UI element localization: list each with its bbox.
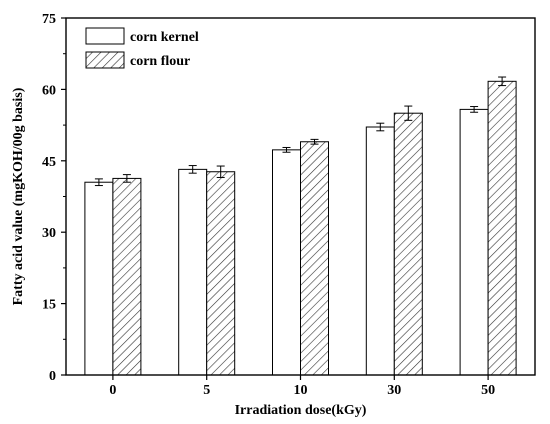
x-tick-label-50: 50 bbox=[481, 383, 495, 398]
error-bar-1-0 bbox=[122, 174, 131, 183]
y-tick-label-0: 0 bbox=[49, 369, 56, 384]
error-bar-0-50 bbox=[470, 106, 479, 113]
y-tick-label-30: 30 bbox=[42, 226, 56, 241]
x-tick-label-10: 10 bbox=[294, 383, 308, 398]
bar-corn-flour-30 bbox=[393, 112, 423, 376]
error-bar-0-0 bbox=[94, 178, 103, 187]
bar-corn-kernel-5 bbox=[178, 168, 208, 376]
error-bar-1-5 bbox=[216, 165, 225, 178]
legend-entry-corn-flour: corn flour bbox=[85, 51, 190, 69]
legend-swatch bbox=[85, 51, 125, 69]
y-axis-title: Fatty acid value (mgKOH/00g basis) bbox=[11, 87, 26, 305]
y-tick-label-60: 60 bbox=[42, 83, 56, 98]
bar-corn-flour-5 bbox=[206, 171, 236, 376]
y-tick-label-15: 15 bbox=[42, 298, 56, 313]
error-bar-1-30 bbox=[404, 105, 413, 121]
error-bar-1-10 bbox=[310, 138, 319, 145]
bar-corn-flour-50 bbox=[487, 80, 517, 376]
error-bar-0-5 bbox=[188, 165, 197, 174]
legend-swatch bbox=[85, 27, 125, 45]
bar-corn-kernel-10 bbox=[272, 149, 301, 376]
x-tick-label-30: 30 bbox=[387, 383, 401, 398]
legend: corn kernel corn flour bbox=[85, 27, 199, 69]
bar-corn-kernel-50 bbox=[459, 108, 489, 376]
x-axis-title: Irradiation dose(kGy) bbox=[235, 403, 367, 418]
y-tick-label-75: 75 bbox=[42, 12, 56, 27]
legend-entry-corn-kernel: corn kernel bbox=[85, 27, 199, 45]
error-bar-0-30 bbox=[376, 122, 385, 132]
bar-corn-kernel-30 bbox=[365, 126, 395, 376]
error-bar-0-10 bbox=[282, 146, 291, 153]
plot-area bbox=[84, 76, 517, 376]
bar-corn-kernel-0 bbox=[84, 181, 114, 376]
bar-corn-flour-10 bbox=[300, 141, 329, 376]
x-tick-label-0: 0 bbox=[109, 383, 116, 398]
y-tick-label-45: 45 bbox=[42, 155, 56, 170]
legend-label: corn kernel bbox=[130, 30, 199, 45]
axes: 0 5 10 30 50 0 15 30 45 60 75 bbox=[42, 12, 536, 398]
legend-label: corn flour bbox=[130, 54, 190, 69]
x-tick-label-5: 5 bbox=[203, 383, 210, 398]
error-bar-1-50 bbox=[498, 76, 507, 87]
bar-corn-flour-0 bbox=[112, 177, 142, 376]
